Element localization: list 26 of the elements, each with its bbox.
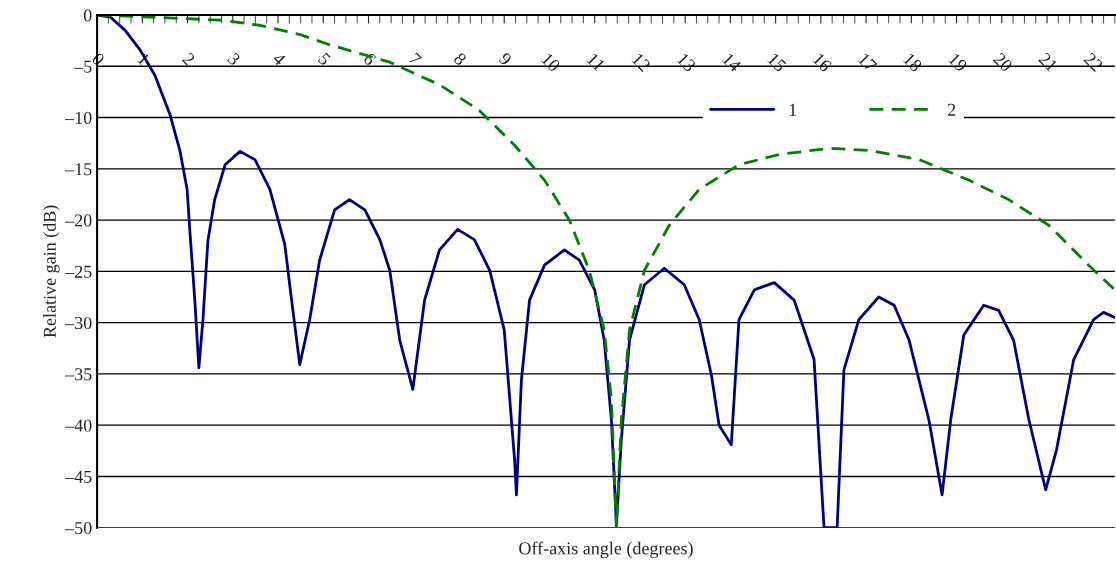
x-tick-label: 8: [453, 51, 468, 67]
y-tick-label: –5: [74, 60, 92, 73]
legend-label: 2: [947, 103, 956, 116]
y-tick-label: –40: [65, 419, 92, 432]
x-axis-title: Off-axis angle (degrees): [519, 541, 693, 559]
x-tick-label: 5: [317, 52, 332, 67]
x-tick-label: 9: [498, 51, 513, 66]
y-tick-label: –50: [65, 521, 92, 535]
y-tick-label: –30: [65, 316, 92, 330]
y-tick-label: –45: [65, 470, 92, 483]
x-tick-label: 21: [1038, 52, 1059, 72]
x-tick-label: 2: [181, 52, 196, 66]
x-tick-label: 15: [767, 52, 787, 73]
x-tick-label: 3: [227, 52, 241, 67]
y-axis-title: Relative gain (dB): [43, 205, 60, 338]
y-tick-label: –15: [65, 163, 92, 176]
x-tick-label: 13: [676, 52, 697, 73]
x-tick-label: 4: [272, 51, 287, 67]
x-tick-label: 20: [992, 52, 1014, 73]
y-tick-label: –25: [65, 265, 92, 278]
legend-label: 1: [789, 103, 797, 116]
y-tick-label: –20: [65, 214, 92, 227]
x-tick-label: 7: [408, 52, 422, 67]
y-tick-label: –35: [65, 368, 92, 381]
y-tick-label: 0: [83, 9, 92, 22]
y-tick-label: –10: [65, 111, 92, 125]
